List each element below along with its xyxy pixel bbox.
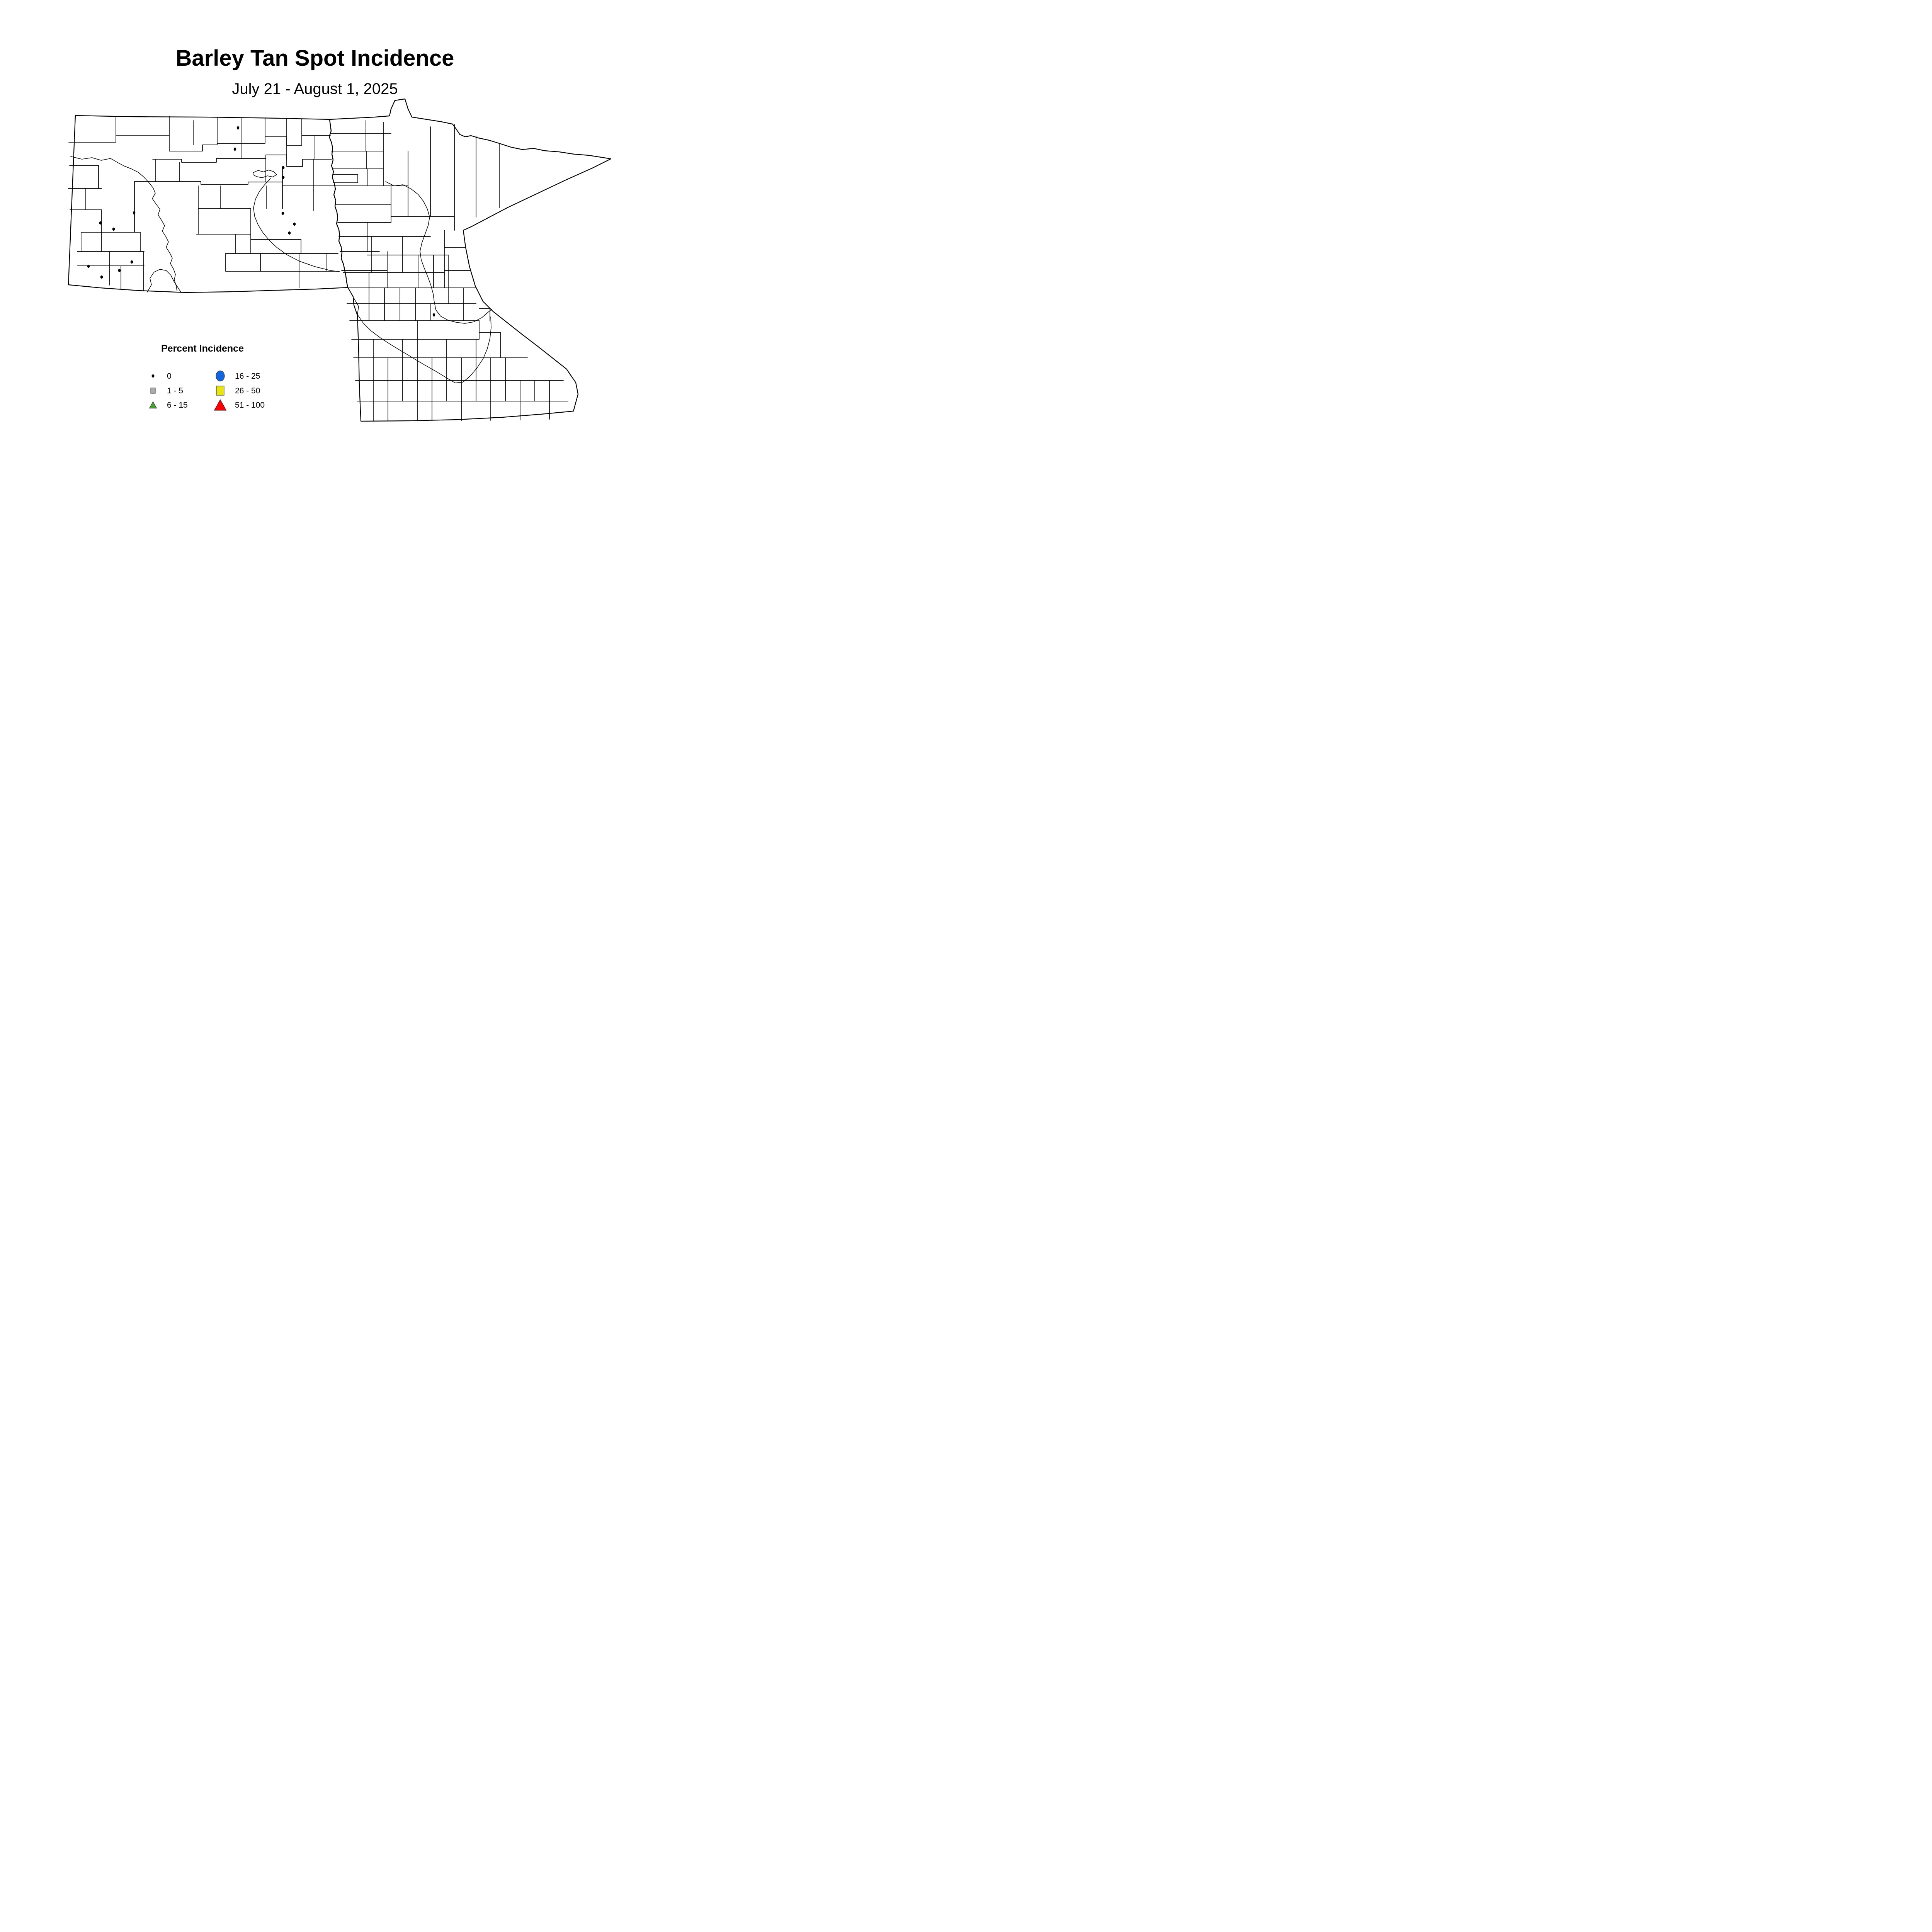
page-subtitle: July 21 - August 1, 2025 (232, 80, 398, 97)
site-marker (236, 126, 240, 130)
map-canvas: Barley Tan Spot Incidence July 21 - Augu… (68, 46, 612, 422)
site-marker (282, 166, 285, 170)
devils-lake (253, 170, 277, 178)
state-borders (68, 98, 612, 422)
legend-items: 0 1 - 5 6 - 15 16 - 25 26 - 50 51 - 100 (149, 371, 265, 411)
site-marker (112, 227, 115, 231)
site-marker (133, 211, 136, 215)
site-marker (99, 221, 102, 225)
minnesota-county-lines (330, 120, 568, 421)
legend-label: 6 - 15 (167, 401, 188, 410)
site-marker (100, 275, 103, 279)
circle-legend-symbol (216, 371, 225, 381)
legend-label: 1 - 5 (167, 386, 183, 395)
site-marker (293, 222, 296, 226)
square-legend-symbol (216, 386, 224, 396)
dot-legend-symbol (151, 374, 155, 378)
rivers (70, 156, 492, 383)
minnesota-river (354, 298, 492, 383)
legend-label: 16 - 25 (235, 372, 260, 381)
mississippi-river (385, 181, 492, 324)
missouri-river (70, 156, 177, 291)
site-marker (288, 231, 291, 235)
site-marker (118, 269, 121, 272)
minnesota-outline (328, 98, 612, 422)
legend-label: 0 (167, 372, 172, 381)
legend-title: Percent Incidence (161, 343, 244, 354)
site-marker (233, 147, 236, 151)
page-title: Barley Tan Spot Incidence (176, 46, 454, 71)
legend: Percent Incidence 0 1 - 5 6 - 15 16 - 25 26 … (149, 343, 265, 411)
site-marker (281, 211, 284, 215)
triangle-legend-symbol (149, 401, 157, 408)
square-legend-symbol (150, 388, 156, 394)
triangle-legend-symbol (214, 399, 227, 411)
legend-label: 26 - 50 (235, 386, 260, 395)
legend-label: 51 - 100 (235, 401, 265, 410)
site-marker (282, 175, 285, 179)
site-marker (432, 313, 435, 317)
map-figure: Barley Tan Spot Incidence July 21 - Augu… (0, 0, 638, 493)
little-missouri-river (147, 269, 181, 293)
site-marker (130, 260, 133, 264)
site-marker (87, 264, 90, 268)
site-markers (87, 126, 435, 317)
sheyenne-river (253, 178, 339, 272)
north-dakota-county-lines (68, 116, 340, 291)
